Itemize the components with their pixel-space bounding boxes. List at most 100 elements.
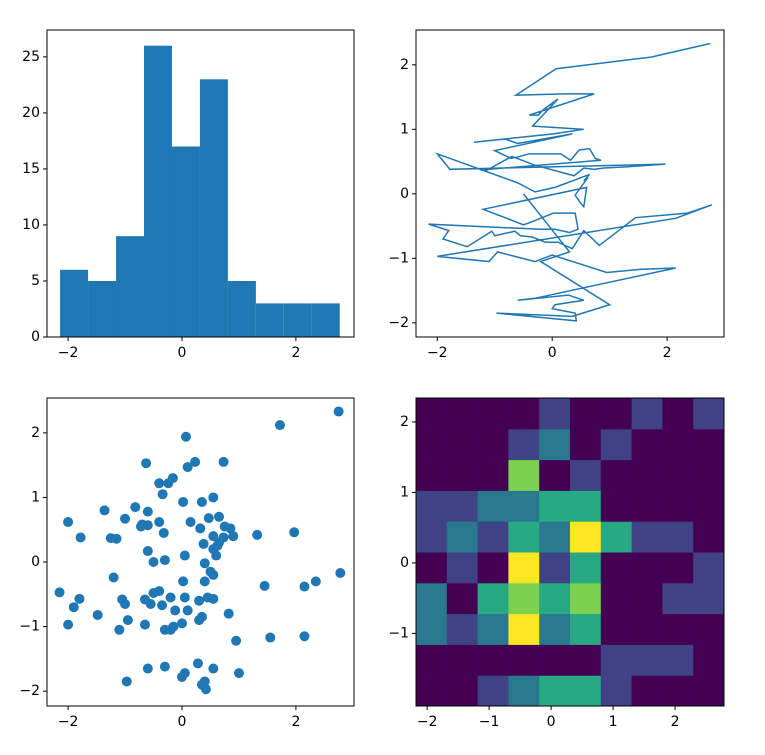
heat-cell bbox=[600, 582, 633, 615]
point bbox=[180, 431, 191, 442]
heat-cell bbox=[446, 459, 479, 491]
heat-cell bbox=[662, 490, 694, 522]
y-tick-label: −2 bbox=[388, 315, 409, 331]
point bbox=[259, 580, 270, 591]
heat-cell bbox=[416, 459, 448, 491]
heat-cell bbox=[631, 644, 663, 676]
x-tick-label: 2 bbox=[671, 714, 680, 730]
heat-cell bbox=[539, 428, 571, 461]
y-tick-label: −2 bbox=[19, 683, 40, 699]
point bbox=[145, 598, 156, 609]
x-tick-label: 0 bbox=[548, 345, 557, 361]
heat-cell bbox=[477, 428, 509, 461]
heat-cell bbox=[416, 428, 448, 461]
heat-cell bbox=[508, 459, 540, 491]
heat-cell bbox=[570, 582, 602, 615]
heat-cell bbox=[508, 675, 540, 707]
y-tick-label: 1 bbox=[400, 484, 409, 500]
heat-cell bbox=[631, 521, 663, 553]
point bbox=[165, 592, 176, 603]
point bbox=[265, 632, 276, 643]
y-tick-label: 15 bbox=[22, 161, 40, 177]
point bbox=[208, 569, 219, 580]
y-tick-label: −1 bbox=[388, 250, 409, 266]
heat-cell bbox=[631, 675, 663, 707]
subplot: −2 −1 0 1 2 −1 0 1 2 bbox=[388, 397, 725, 730]
point bbox=[167, 473, 178, 484]
point bbox=[154, 478, 165, 489]
x-tick-label: 2 bbox=[291, 714, 300, 730]
heat-cell bbox=[539, 582, 571, 615]
heat-cell bbox=[570, 521, 602, 553]
heat-cell bbox=[631, 582, 663, 615]
line bbox=[428, 42, 713, 322]
heat-cell bbox=[570, 428, 602, 461]
heat-cell bbox=[600, 552, 633, 584]
heat-cell bbox=[446, 398, 479, 430]
heat-cell bbox=[477, 613, 509, 645]
heat-cell bbox=[477, 582, 509, 615]
point bbox=[170, 605, 181, 616]
point bbox=[335, 567, 346, 578]
y-tick-label: 0 bbox=[31, 554, 40, 570]
heat-cell bbox=[693, 582, 725, 615]
point bbox=[196, 496, 207, 507]
point bbox=[195, 523, 206, 534]
heat-cell bbox=[446, 552, 479, 584]
heat-cell bbox=[508, 521, 540, 553]
point bbox=[142, 546, 153, 557]
heat-cell bbox=[662, 521, 694, 553]
heat-cell bbox=[693, 521, 725, 553]
point bbox=[122, 615, 133, 626]
heat-cell bbox=[600, 428, 633, 461]
point bbox=[159, 661, 170, 672]
heat-cell bbox=[477, 459, 509, 491]
heat-cell bbox=[539, 552, 571, 584]
point bbox=[208, 593, 219, 604]
point bbox=[63, 516, 74, 527]
heat-cell bbox=[570, 398, 602, 430]
heat-cell bbox=[446, 613, 479, 645]
y-tick-label: 1 bbox=[31, 489, 40, 505]
heat-cell bbox=[539, 490, 571, 522]
heat-cell bbox=[693, 459, 725, 491]
point bbox=[54, 587, 65, 598]
point bbox=[194, 595, 205, 606]
heat-cell bbox=[693, 428, 725, 461]
heat-cell bbox=[631, 613, 663, 645]
y-tick-label: −1 bbox=[19, 619, 40, 635]
y-tick-label: 0 bbox=[31, 329, 40, 345]
heat-cell bbox=[508, 490, 540, 522]
heat-cell bbox=[600, 521, 633, 553]
heat-cell bbox=[416, 582, 448, 615]
point bbox=[190, 456, 201, 467]
x-tick-label: −2 bbox=[58, 345, 79, 361]
point bbox=[154, 586, 165, 597]
x-tick-label: 1 bbox=[609, 714, 618, 730]
point bbox=[211, 550, 222, 561]
point bbox=[178, 496, 189, 507]
point bbox=[142, 506, 153, 517]
bar bbox=[60, 269, 89, 337]
point bbox=[274, 420, 285, 431]
heat-cell bbox=[662, 582, 694, 615]
x-tick-label: 2 bbox=[663, 345, 672, 361]
point bbox=[199, 558, 210, 569]
heat-cell bbox=[477, 490, 509, 522]
point bbox=[141, 458, 152, 469]
y-tick-label: 25 bbox=[22, 49, 40, 65]
x-tick-label: −2 bbox=[58, 714, 79, 730]
point bbox=[198, 538, 209, 549]
point bbox=[154, 516, 165, 527]
point bbox=[137, 519, 148, 530]
y-tick-label: 2 bbox=[31, 425, 40, 441]
point bbox=[228, 531, 239, 542]
point bbox=[218, 456, 229, 467]
point bbox=[158, 527, 169, 538]
heat-cell bbox=[662, 644, 694, 676]
y-tick-label: 1 bbox=[400, 121, 409, 137]
bar bbox=[311, 303, 340, 337]
point bbox=[185, 516, 196, 527]
